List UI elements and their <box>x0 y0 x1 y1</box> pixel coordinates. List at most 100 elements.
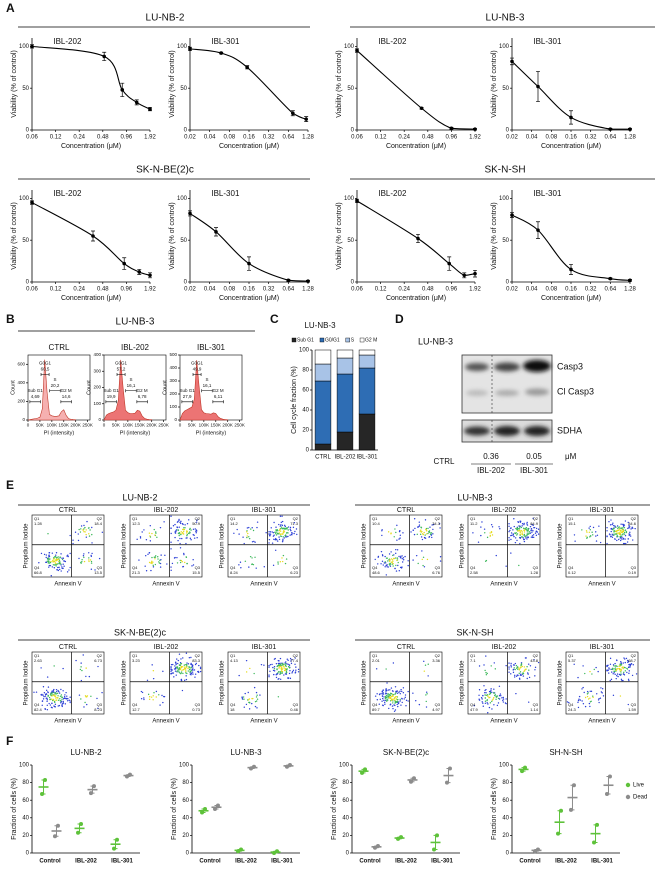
event-dot <box>185 670 187 672</box>
event-dot <box>375 668 378 670</box>
event-dot <box>389 559 391 561</box>
event-dot <box>532 517 534 520</box>
event-dot <box>51 695 53 697</box>
event-dot <box>498 526 500 528</box>
quadrant-name: Q4 <box>230 565 236 570</box>
event-dot <box>240 567 242 569</box>
event-dot <box>90 568 93 570</box>
quadrant-name: Q4 <box>568 702 574 707</box>
panel-letter: D <box>395 312 404 326</box>
event-dot <box>577 676 579 679</box>
x-tick-label: 0.32 <box>263 135 275 141</box>
event-dot <box>628 679 630 682</box>
quadrant-name: Q1 <box>132 653 138 658</box>
event-dot <box>586 693 589 695</box>
event-dot <box>533 659 535 661</box>
event-dot <box>483 528 486 530</box>
y-tick-label: 200 <box>93 385 101 390</box>
event-dot <box>624 661 626 664</box>
event-dot <box>515 664 518 667</box>
event-dot <box>532 530 534 532</box>
quadrant-value: 47.9 <box>470 707 479 712</box>
event-dot <box>88 559 90 561</box>
event-dot <box>611 671 613 673</box>
x-tick-label: 0.48 <box>422 135 434 141</box>
event-dot <box>61 567 63 570</box>
event-dot <box>79 531 82 533</box>
event-dot <box>626 667 628 670</box>
event-dot <box>62 667 64 670</box>
gate-value: 20,2 <box>51 383 60 388</box>
event-dot <box>585 535 587 537</box>
event-dot <box>617 667 619 670</box>
event-dot <box>515 532 517 534</box>
event-dot <box>399 534 402 536</box>
event-dot <box>47 558 50 560</box>
event-dot <box>246 535 248 537</box>
event-dot <box>381 690 383 693</box>
event-dot <box>268 533 270 535</box>
gate-value: 19,9 <box>107 394 116 399</box>
event-dot <box>424 664 427 666</box>
legend-label: Dead <box>633 795 647 801</box>
event-dot <box>514 662 517 665</box>
event-dot <box>526 665 528 668</box>
quadrant-value: 3.23 <box>132 658 141 663</box>
event-dot <box>64 697 67 700</box>
event-dot <box>477 541 480 543</box>
quadrant-value: 43.8 <box>530 658 539 663</box>
plot-title: IBL-202 <box>378 189 407 198</box>
event-dot <box>416 533 418 536</box>
plot-frame <box>369 514 443 578</box>
event-dot <box>520 673 522 675</box>
event-dot <box>88 552 90 554</box>
event-dot <box>412 559 414 561</box>
event-dot <box>396 557 399 559</box>
event-dot <box>608 521 610 523</box>
event-dot <box>256 698 259 700</box>
event-dot <box>180 666 183 669</box>
event-dot <box>381 700 383 702</box>
event-dot <box>287 659 289 662</box>
event-dot <box>586 536 588 539</box>
event-dot <box>485 655 487 657</box>
event-dot <box>502 698 505 700</box>
event-dot <box>186 522 189 525</box>
event-dot <box>159 704 161 706</box>
event-dot <box>172 663 174 666</box>
event-dot <box>285 670 288 673</box>
event-dot <box>421 558 423 561</box>
event-dot <box>384 703 386 705</box>
event-dot <box>395 692 397 694</box>
event-dot <box>399 692 401 695</box>
event-dot <box>57 556 59 558</box>
event-dot <box>255 700 258 702</box>
event-dot <box>600 687 602 689</box>
event-dot <box>510 673 512 675</box>
event-dot <box>149 536 152 538</box>
event-dot <box>624 538 626 540</box>
x-tick-label: 0.16 <box>565 135 577 141</box>
event-dot <box>381 534 383 537</box>
event-dot <box>280 524 282 526</box>
event-dot <box>297 671 300 673</box>
event-dot <box>413 518 416 520</box>
event-dot <box>577 706 580 709</box>
event-dot <box>387 699 389 701</box>
event-dot <box>396 703 398 706</box>
panel-letter: B <box>6 312 15 326</box>
event-dot <box>143 698 145 701</box>
event-dot <box>61 566 63 568</box>
event-dot <box>248 698 251 700</box>
event-dot <box>141 691 144 694</box>
quadrant-name: Q1 <box>470 516 476 521</box>
event-dot <box>401 566 403 568</box>
bar-segment <box>336 349 354 359</box>
event-dot <box>623 671 625 674</box>
y-tick-label: 300 <box>93 368 101 373</box>
event-dot <box>145 554 147 557</box>
event-dot <box>536 531 539 533</box>
replicate-dot <box>200 810 205 815</box>
event-dot <box>385 688 387 690</box>
